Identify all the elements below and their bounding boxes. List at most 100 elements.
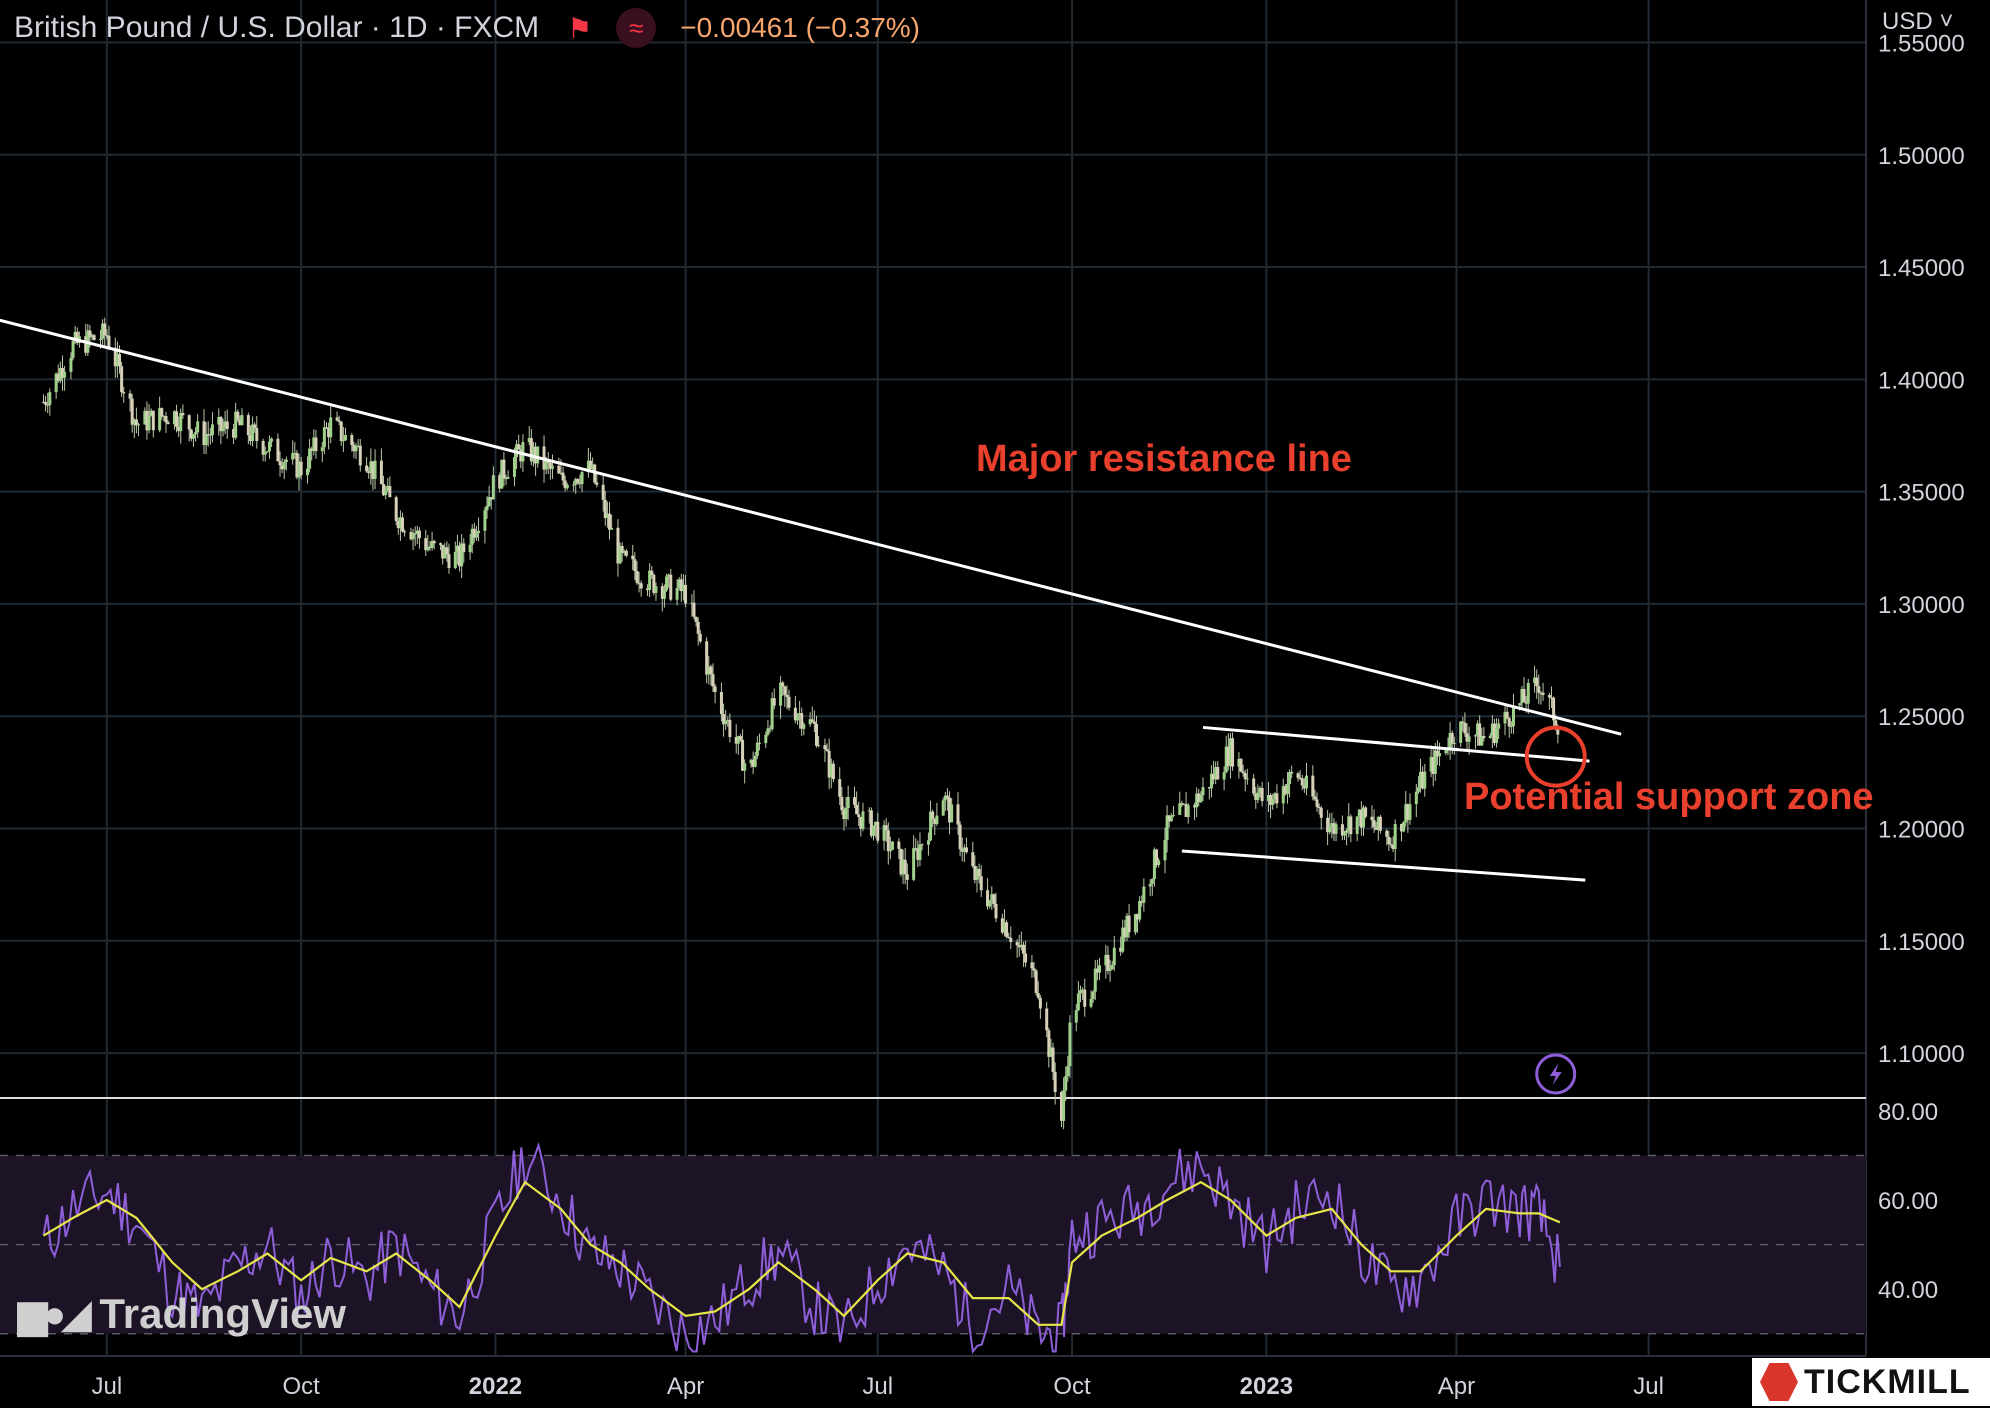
candle-body (314, 437, 318, 452)
candle-body (75, 331, 79, 343)
candle-body (624, 550, 628, 556)
candle-body (1364, 807, 1368, 817)
candle-body (749, 759, 753, 764)
candle-body (158, 408, 162, 431)
candle-body (472, 528, 476, 538)
candle-body (1488, 735, 1492, 738)
candle-body (246, 415, 250, 436)
candle-body (764, 734, 768, 744)
candle-body (1152, 849, 1156, 880)
candle-body (261, 440, 265, 455)
candle-body (208, 434, 212, 436)
candle-body (1178, 803, 1182, 815)
candle-body (795, 715, 799, 721)
candle-body (248, 435, 252, 442)
candle-body (1505, 711, 1509, 719)
candle-body (861, 811, 865, 829)
currency-selector[interactable]: USD ˅ (1882, 8, 1954, 35)
rsi-y-tick-label: 40.00 (1878, 1277, 1938, 1304)
candle-body (401, 517, 405, 532)
candle-body (827, 750, 831, 778)
candle-body (679, 579, 683, 592)
candle-body (1214, 767, 1218, 780)
candle-body (432, 541, 436, 544)
wave-icon[interactable]: ≈ (616, 8, 657, 48)
candle-body (1431, 757, 1435, 774)
rsi-y-tick-label: 80.00 (1878, 1099, 1938, 1126)
candle-body (1000, 918, 1004, 933)
resistance-trendline[interactable] (0, 312, 1622, 736)
candle-body (151, 410, 155, 431)
candle-body (1074, 1010, 1078, 1023)
candle-body (639, 583, 643, 589)
candle-body (711, 674, 715, 687)
candle-body (379, 460, 383, 485)
candle-body (1450, 732, 1454, 744)
candle-body (295, 452, 299, 478)
candle-body (1066, 1066, 1070, 1077)
candle-body (293, 452, 297, 454)
candle-body (1095, 968, 1099, 973)
candle-body (1433, 750, 1437, 774)
candle-body (635, 571, 639, 583)
candle-body (1435, 750, 1439, 757)
candle-body (738, 736, 742, 740)
candle-body (1133, 914, 1137, 933)
candle-body (844, 808, 848, 820)
candle-body (755, 742, 759, 756)
candle-body (512, 457, 516, 477)
candle-body (1148, 883, 1152, 887)
symbol-title[interactable]: British Pound / U.S. Dollar · 1D · FXCM (14, 11, 540, 44)
candle-body (1311, 775, 1315, 797)
candle-body (1252, 778, 1256, 794)
candle-body (386, 485, 390, 491)
candle-body (886, 830, 890, 852)
candle-body (595, 482, 599, 485)
candle-body (618, 545, 622, 564)
candle-body (1461, 721, 1465, 723)
flag-icon[interactable]: ⚑ (567, 12, 593, 44)
candle-body (1355, 816, 1359, 835)
candle-body (840, 796, 844, 811)
candle-body (829, 763, 833, 778)
candle-body (1045, 1008, 1049, 1031)
candle-body (853, 797, 857, 805)
candle-body (324, 427, 328, 429)
candle-body (1393, 823, 1397, 849)
tickmill-mark-icon (1760, 1363, 1798, 1401)
candle-body (276, 438, 280, 462)
candle-body (1319, 807, 1323, 818)
rsi-pane[interactable] (0, 1141, 1866, 1354)
lightning-icon[interactable] (1535, 1053, 1577, 1095)
candle-body (817, 745, 821, 747)
x-tick-label: Oct (1053, 1373, 1091, 1400)
candle-body (1539, 692, 1543, 694)
candle-body (166, 422, 170, 425)
candle-body (956, 804, 960, 825)
x-tick-label: 2022 (469, 1373, 522, 1400)
candle-body (574, 479, 578, 485)
candle-body (1345, 830, 1349, 833)
candle-body (888, 849, 892, 852)
candle-body (874, 821, 878, 826)
candle-body (1296, 773, 1300, 778)
candle-body (770, 698, 774, 729)
candle-body (1387, 836, 1391, 845)
candle-body (846, 797, 850, 809)
candle-body (1400, 823, 1404, 832)
candle-body (728, 719, 732, 737)
candle-body (234, 411, 238, 438)
candle-body (430, 541, 434, 548)
candle-body (884, 825, 888, 831)
candle-body (1497, 723, 1501, 729)
channel-bottom-trendline[interactable] (1181, 849, 1586, 882)
price-pane[interactable] (0, 312, 1622, 1130)
candle-body (240, 415, 244, 426)
candle-body (620, 545, 624, 553)
candle-body (814, 723, 818, 746)
tickmill-logo: TICKMILL (1752, 1358, 1990, 1406)
candle-body (1473, 735, 1477, 737)
candle-body (768, 728, 772, 730)
candle-body (305, 468, 309, 476)
